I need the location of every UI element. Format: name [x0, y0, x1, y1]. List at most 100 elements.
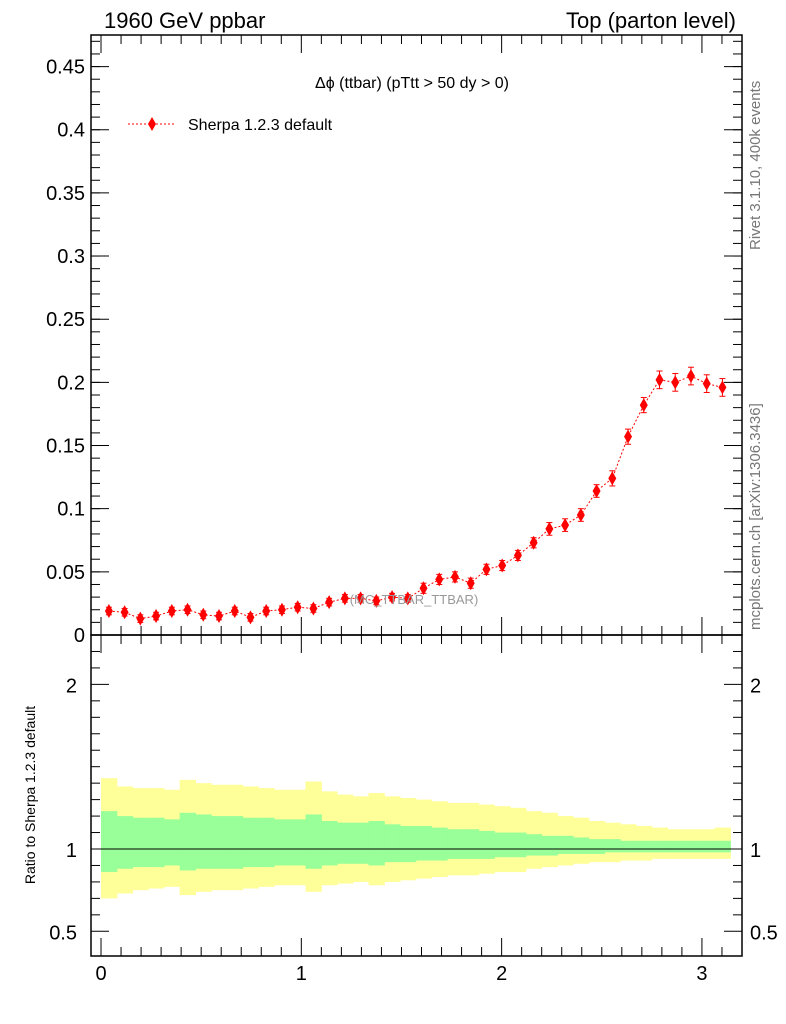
data-point: [718, 380, 727, 395]
x-tick-label: 0: [95, 963, 106, 985]
ratio-band-inner-bin: [557, 835, 574, 854]
data-point: [183, 602, 192, 617]
ratio-band-inner-bin: [179, 812, 197, 871]
ratio-band-inner-bin: [494, 832, 511, 858]
ratio-band-inner-bin: [289, 819, 307, 866]
ratio-y-tick-label: 1: [66, 840, 77, 862]
data-point: [167, 604, 176, 618]
data-point: [356, 591, 365, 606]
ratio-band-inner-bin: [399, 825, 417, 863]
main-data-layer: [104, 366, 727, 626]
ratio-band-inner-bin: [352, 822, 370, 864]
data-point: [152, 609, 161, 624]
ratio-band-inner-bin: [588, 839, 606, 854]
y-tick-label: 0.15: [46, 436, 85, 458]
data-point: [104, 604, 113, 618]
legend-marker: [148, 117, 156, 131]
data-point: [309, 601, 318, 616]
data-point: [513, 548, 522, 563]
ratio-y-tick-label: 2: [750, 675, 761, 697]
data-point: [419, 581, 428, 596]
ratio-band-inner-bin: [604, 839, 621, 853]
data-point: [655, 372, 664, 387]
y-tick-label: 0.3: [57, 246, 85, 268]
ratio-band-inner-bin: [101, 811, 118, 873]
ratio-band-inner-bin: [462, 829, 480, 859]
ratio-band-inner-bin: [148, 817, 165, 868]
ratio-band-inner-bin: [242, 817, 259, 868]
y-tick-label: 0.05: [46, 562, 85, 584]
rivet-label: Rivet 3.1.10, 400k events: [747, 81, 764, 250]
ratio-band-inner-bin: [541, 835, 558, 856]
ratio-band-inner-bin: [132, 817, 149, 868]
y-tick-label: 0: [74, 625, 85, 647]
ratio-band-inner-bin: [698, 840, 716, 853]
data-point: [576, 508, 585, 522]
data-point: [450, 569, 459, 584]
ratio-frame: [90, 634, 743, 957]
y-tick-label: 0.25: [46, 309, 85, 331]
series-line: [108, 375, 723, 620]
data-point: [498, 558, 507, 573]
legend: Sherpa 1.2.3 default: [128, 117, 333, 134]
data-point: [262, 604, 271, 618]
y-tick-label: 0.2: [57, 372, 85, 394]
ratio-band-inner-bin: [274, 819, 291, 866]
legend-label: Sherpa 1.2.3 default: [188, 117, 333, 134]
x-tick-label: 3: [696, 963, 707, 985]
data-point: [639, 398, 648, 413]
ratio-band-inner-bin: [163, 819, 181, 866]
ratio-band-inner-bin: [384, 824, 401, 863]
watermark: (MC_TTBAR_TTBAR): [350, 592, 479, 607]
ratio-y-tick-label: 0.5: [49, 922, 77, 944]
ratio-ylabel: Ratio to Sherpa 1.2.3 default: [22, 706, 38, 884]
data-point: [545, 521, 554, 536]
y-tick-label: 0.45: [46, 57, 85, 79]
data-point: [671, 375, 680, 390]
data-point: [624, 429, 633, 444]
data-point: [482, 562, 491, 577]
ratio-data-layer: [91, 778, 742, 899]
ratio-y-tick-label: 2: [66, 675, 77, 697]
data-point: [561, 518, 570, 533]
ratio-band-inner-bin: [447, 829, 464, 859]
data-point: [466, 576, 475, 591]
ratio-y-tick-label: 1: [750, 840, 761, 862]
data-point: [403, 591, 412, 606]
mcplots-label: mcplots.cern.ch [arXiv:1306.3436]: [747, 403, 764, 630]
ratio-y-tick-label: 0.5: [750, 922, 778, 944]
x-tick-label: 2: [496, 963, 507, 985]
ratio-band-inner-bin: [116, 816, 134, 869]
data-point: [277, 602, 286, 617]
main-title: Δϕ (ttbar) (pTtt > 50 dy > 0): [315, 75, 509, 92]
ratio-band-inner-bin: [478, 830, 495, 859]
header-right-title: Top (parton level): [566, 8, 736, 33]
data-point: [388, 590, 397, 605]
data-point: [340, 591, 349, 606]
data-point: [372, 593, 381, 608]
data-point: [608, 471, 617, 486]
data-point: [325, 595, 334, 610]
ratio-ticks: 0 1 2 3 0.5 0.5 1 1 2 2: [49, 635, 778, 985]
ratio-band-inner-bin: [336, 822, 354, 864]
data-point: [120, 605, 129, 620]
ratio-band-inner-bin: [572, 837, 590, 854]
ratio-band-inner-bin: [635, 840, 653, 853]
ratio-band-inner-bin: [415, 825, 432, 861]
ratio-band-inner-bin: [226, 816, 244, 869]
ratio-band-inner-bin: [211, 816, 228, 869]
ratio-band-inner-bin: [321, 821, 338, 866]
data-point: [214, 609, 223, 624]
data-point: [199, 607, 208, 622]
data-point: [686, 369, 695, 384]
y-tick-label: 0.35: [46, 183, 85, 205]
ratio-band-inner-bin: [510, 832, 527, 858]
ratio-band-inner-bin: [525, 834, 543, 856]
main-panel: 0 0.05 0.1 0.15 0.2 0.25 0.3 0.35 0.4 0.45 Δϕ (tt…: [46, 34, 743, 647]
ratio-band-inner-bin: [368, 821, 385, 866]
header-left-title: 1960 GeV ppbar: [104, 8, 265, 33]
data-point: [246, 610, 255, 625]
ratio-band-inner-bin: [620, 840, 637, 853]
data-point: [702, 376, 711, 391]
